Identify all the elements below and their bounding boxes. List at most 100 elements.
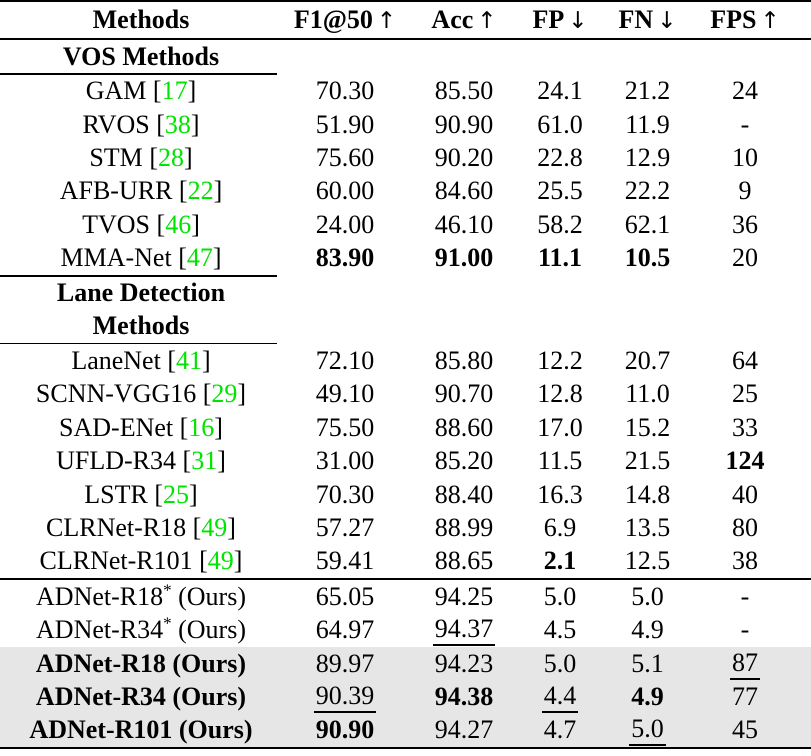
citation-link[interactable]: 49 — [207, 546, 234, 576]
metric-value-cell: 24 — [695, 76, 811, 106]
citation-link[interactable]: 17 — [161, 76, 188, 106]
column-header-label: FPS — [710, 5, 757, 34]
metric-value-cell: 90.20 — [408, 143, 520, 173]
citation-link[interactable]: 47 — [186, 243, 213, 273]
metric-value: 24.00 — [315, 209, 375, 239]
metric-value-cell: 72.10 — [282, 346, 408, 376]
arrow-down-icon: ↓ — [568, 8, 588, 34]
method-name-cell: LSTR [25] — [84, 479, 198, 509]
method-name: UFLD-R34 — [56, 446, 177, 476]
metric-value-cell: 85.20 — [408, 446, 520, 476]
citation-link[interactable]: 22 — [187, 176, 214, 206]
citation-link[interactable]: 29 — [211, 379, 238, 409]
metric-value: 12.2 — [537, 346, 583, 376]
metric-value: 25 — [732, 379, 758, 409]
metric-value: 94.27 — [434, 715, 494, 745]
metric-value: 61.0 — [537, 109, 583, 139]
method-name: GAM — [85, 76, 147, 106]
table-rule — [0, 274, 277, 277]
metric-value-cell: 49.10 — [282, 379, 408, 409]
table-row-tvos: TVOS [46] 24.00 46.10 58.2 62.1 36 — [0, 208, 811, 241]
table-body: VOS Methods GAM [17] 70.30 85.50 24.1 21.2 24 R… — [0, 40, 811, 748]
method-name: RVOS — [82, 109, 150, 139]
table-rule — [0, 342, 277, 345]
metric-value-cell: 12.9 — [600, 143, 695, 173]
metric-value: 94.37 — [432, 616, 496, 647]
metric-value-cell: 90.90 — [408, 110, 520, 140]
method-name-cell: MMA-Net [47] — [60, 243, 222, 273]
method-name-cell: ADNet-R18 (Ours) — [0, 649, 282, 679]
metric-value: 49.10 — [315, 379, 375, 409]
method-name: LSTR — [84, 479, 148, 509]
method-name-cell: AFB-URR [22] — [59, 176, 223, 206]
metric-value: 4.7 — [543, 715, 577, 745]
metric-value: 11.5 — [537, 446, 583, 476]
column-header-f1-50: F1@50 ↑ — [282, 5, 408, 35]
metric-value: 51.90 — [315, 109, 375, 139]
metric-value-cell: 80 — [695, 513, 811, 543]
metric-value: 11.1 — [537, 243, 583, 273]
arrow-up-icon: ↑ — [477, 8, 497, 34]
metric-value: 22.2 — [624, 176, 671, 206]
column-header-label: Methods — [92, 5, 190, 34]
citation-link[interactable]: 28 — [157, 142, 184, 172]
metric-value-cell: 94.27 — [408, 715, 520, 745]
citation-link[interactable]: 46 — [165, 209, 192, 239]
ours-suffix: (Ours) — [171, 581, 246, 611]
citation-link[interactable]: 25 — [163, 479, 190, 509]
metric-value-cell: 4.4 — [520, 681, 600, 713]
metric-value-cell: 24.1 — [520, 76, 600, 106]
method-name-cell: ADNet-R34* (Ours) — [0, 615, 282, 645]
method-name: CLRNet-R101 — [39, 546, 193, 576]
arrow-down-icon: ↓ — [657, 8, 677, 34]
citation-link[interactable]: 41 — [176, 346, 202, 376]
metric-value-cell: 75.60 — [282, 143, 408, 173]
citation-link[interactable]: 49 — [201, 512, 228, 542]
metric-value: 88.99 — [434, 512, 494, 542]
metric-value-cell: 4.9 — [600, 682, 695, 712]
method-name: TVOS — [82, 209, 151, 239]
metric-value: 85.50 — [434, 76, 494, 106]
metric-value: 5.0 — [629, 716, 666, 747]
metric-value-cell: 94.23 — [408, 649, 520, 679]
method-name: ADNet-R34 — [35, 681, 166, 711]
metric-value-cell: 45 — [695, 715, 811, 745]
metric-value: 64 — [732, 346, 758, 376]
column-header-fn: FN ↓ — [600, 5, 695, 35]
metric-value: - — [740, 109, 750, 139]
metric-value: 5.1 — [631, 648, 664, 678]
metric-value: 33 — [732, 412, 758, 442]
method-name: LaneNet — [71, 346, 161, 376]
metric-value-cell: 65.05 — [282, 582, 408, 612]
metric-value: 58.2 — [537, 209, 583, 239]
metric-value-cell: - — [695, 110, 811, 140]
metric-value: 70.30 — [315, 76, 375, 106]
ours-suffix: (Ours) — [172, 715, 253, 745]
metric-value-cell: 33 — [695, 413, 811, 443]
citation-link[interactable]: 31 — [191, 446, 218, 476]
citation-link[interactable]: 16 — [188, 412, 215, 442]
table-row-adnet-r34: ADNet-R34 (Ours) 90.39 94.38 4.4 4.9 77 — [0, 680, 811, 714]
citation-link[interactable]: 38 — [164, 109, 191, 139]
metric-value-cell: 16.3 — [520, 480, 600, 510]
method-name: CLRNet-R18 — [46, 512, 187, 542]
metric-value: 65.05 — [315, 581, 375, 611]
metric-value: 12.8 — [537, 379, 583, 409]
metric-value-cell: 31.00 — [282, 446, 408, 476]
metric-value: 14.8 — [624, 479, 671, 509]
metric-value: 17.0 — [537, 412, 583, 442]
star-superscript: * — [163, 580, 172, 600]
metric-value-cell: - — [695, 615, 811, 645]
metric-value-cell: 11.1 — [520, 243, 600, 273]
metric-value: 38 — [732, 546, 758, 576]
metric-value: 20.7 — [624, 346, 671, 376]
section-label-lane-detection: Lane Detection — [56, 278, 226, 308]
section-header-row: Lane Detection — [0, 277, 811, 310]
metric-value: 5.0 — [543, 581, 577, 611]
metric-value: 5.0 — [543, 648, 577, 678]
method-name: ADNet-R18 — [35, 648, 166, 678]
metric-value-cell: 77 — [695, 682, 811, 712]
column-header-label: F1@50 — [293, 5, 373, 34]
metric-value: 4.9 — [631, 681, 664, 711]
metric-value: 21.5 — [624, 446, 671, 476]
